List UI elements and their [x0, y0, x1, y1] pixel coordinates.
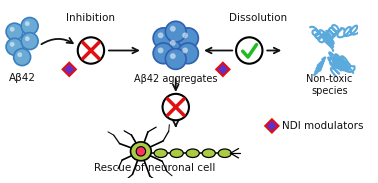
Text: Non-toxic
species: Non-toxic species: [306, 74, 353, 96]
Circle shape: [136, 147, 146, 156]
Text: Inhibition: Inhibition: [67, 13, 115, 23]
Text: Aβ42: Aβ42: [9, 73, 36, 83]
Circle shape: [166, 49, 186, 69]
Circle shape: [6, 23, 23, 40]
Circle shape: [178, 43, 198, 64]
Polygon shape: [265, 119, 279, 132]
Circle shape: [236, 37, 262, 64]
Circle shape: [158, 32, 164, 38]
Circle shape: [21, 18, 38, 34]
Ellipse shape: [218, 149, 231, 158]
Circle shape: [6, 38, 23, 55]
Circle shape: [170, 40, 176, 46]
Circle shape: [17, 52, 22, 57]
Circle shape: [153, 43, 174, 64]
Circle shape: [78, 37, 104, 64]
Polygon shape: [216, 63, 229, 76]
Circle shape: [25, 21, 29, 26]
Text: Dissolution: Dissolution: [229, 13, 287, 23]
Text: Rescue of neuronal cell: Rescue of neuronal cell: [94, 163, 216, 173]
Ellipse shape: [170, 149, 183, 158]
Circle shape: [182, 48, 188, 53]
Circle shape: [170, 26, 176, 32]
Circle shape: [163, 94, 189, 120]
Circle shape: [182, 32, 188, 38]
Circle shape: [10, 42, 15, 47]
Text: Aβ42 aggregates: Aβ42 aggregates: [134, 74, 217, 84]
Circle shape: [10, 27, 15, 32]
Circle shape: [166, 36, 186, 56]
Circle shape: [21, 33, 38, 50]
Circle shape: [166, 21, 186, 42]
Circle shape: [170, 53, 176, 59]
Text: NDI modulators: NDI modulators: [282, 121, 364, 131]
Ellipse shape: [202, 149, 215, 158]
Circle shape: [14, 49, 31, 66]
Circle shape: [153, 28, 174, 49]
Circle shape: [25, 36, 29, 41]
Polygon shape: [63, 63, 76, 76]
Ellipse shape: [186, 149, 199, 158]
Ellipse shape: [130, 142, 151, 161]
Circle shape: [178, 28, 198, 49]
Circle shape: [158, 48, 164, 53]
Ellipse shape: [154, 149, 167, 158]
